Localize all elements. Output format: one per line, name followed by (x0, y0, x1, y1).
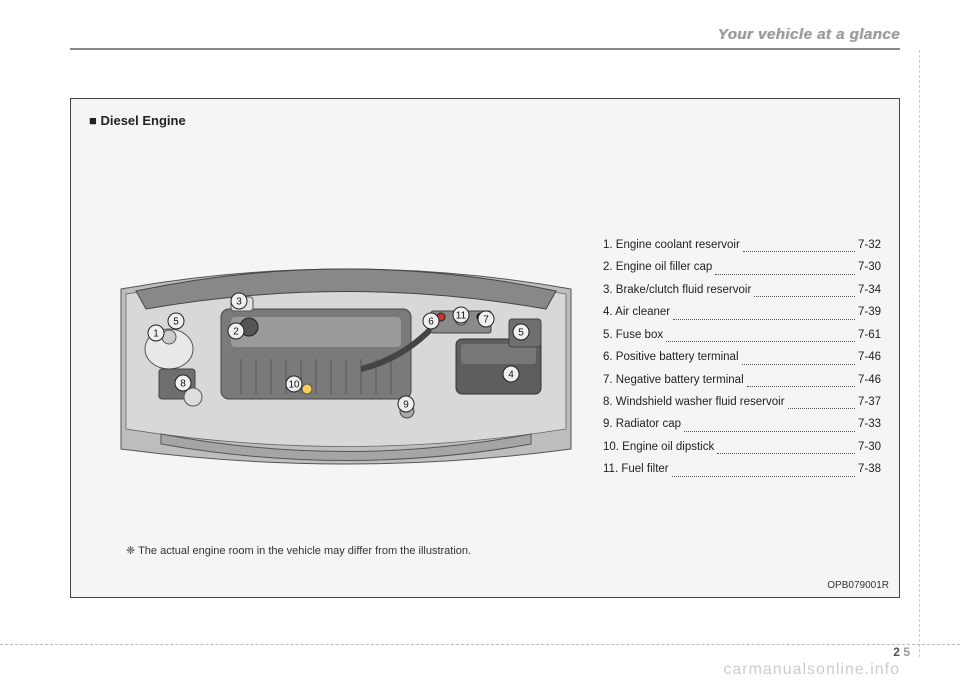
parts-name: 4. Air cleaner (603, 301, 670, 323)
parts-name: 8. Windshield washer fluid reservoir (603, 391, 785, 413)
parts-name: 6. Positive battery terminal (603, 346, 739, 368)
svg-text:7: 7 (483, 315, 489, 326)
parts-row: 5. Fuse box 7-61 (603, 324, 881, 346)
section-title: Your vehicle at a glance (718, 26, 900, 43)
svg-text:1: 1 (153, 329, 159, 340)
parts-dots (743, 234, 855, 252)
parts-row: 1. Engine coolant reservoir 7-32 (603, 234, 881, 256)
svg-text:5: 5 (173, 317, 179, 328)
callout-1: 1 (148, 325, 164, 341)
svg-text:2: 2 (233, 327, 239, 338)
figure-label: ■ Diesel Engine (89, 113, 186, 128)
engine-illustration: 1 2 3 5 8 10 9 6 11 7 4 5 (101, 219, 591, 479)
callout-11: 11 (453, 307, 469, 323)
parts-name: 10. Engine oil dipstick (603, 436, 714, 458)
parts-row: 3. Brake/clutch fluid reservoir 7-34 (603, 279, 881, 301)
parts-row: 8. Windshield washer fluid reservoir 7-37 (603, 391, 881, 413)
callout-9: 9 (398, 396, 414, 412)
parts-dots (717, 436, 855, 454)
parts-page: 7-38 (858, 458, 881, 480)
svg-text:3: 3 (236, 297, 242, 308)
svg-text:5: 5 (518, 328, 524, 339)
parts-row: 2. Engine oil filler cap 7-30 (603, 256, 881, 278)
svg-text:10: 10 (288, 380, 300, 391)
parts-dots (666, 324, 855, 342)
parts-dots (715, 256, 855, 274)
parts-dots (684, 413, 855, 431)
parts-page: 7-30 (858, 436, 881, 458)
side-cut-line (919, 50, 920, 657)
engine-svg: 1 2 3 5 8 10 9 6 11 7 4 5 (101, 219, 591, 479)
bottom-cut-line (0, 644, 960, 645)
parts-name: 9. Radiator cap (603, 413, 681, 435)
figure-code: OPB079001R (827, 580, 889, 591)
parts-page: 7-32 (858, 234, 881, 256)
parts-dots (754, 279, 855, 297)
parts-page: 7-37 (858, 391, 881, 413)
parts-page: 7-61 (858, 324, 881, 346)
watermark: carmanualsonline.info (723, 661, 900, 679)
figure-note: ❈ The actual engine room in the vehicle … (126, 544, 471, 557)
page-page: 5 (903, 645, 910, 659)
figure-box: ■ Diesel Engine (70, 98, 900, 598)
svg-text:4: 4 (508, 370, 514, 381)
parts-row: 11. Fuel filter 7-38 (603, 458, 881, 480)
callout-8: 8 (175, 375, 191, 391)
callout-10: 10 (286, 376, 302, 392)
parts-list: 1. Engine coolant reservoir7-322. Engine… (603, 234, 881, 481)
parts-row: 9. Radiator cap 7-33 (603, 413, 881, 435)
svg-text:8: 8 (180, 379, 186, 390)
callout-3: 3 (231, 293, 247, 309)
callout-7: 7 (478, 311, 494, 327)
svg-text:11: 11 (456, 311, 467, 322)
parts-dots (673, 301, 855, 319)
callout-5: 5 (168, 313, 184, 329)
page-section: 2 (893, 645, 900, 659)
callout-6: 6 (423, 313, 439, 329)
parts-dots (742, 346, 855, 364)
parts-page: 7-30 (858, 256, 881, 278)
parts-dots (788, 391, 855, 409)
parts-row: 6. Positive battery terminal 7-46 (603, 346, 881, 368)
parts-name: 5. Fuse box (603, 324, 663, 346)
parts-name: 11. Fuel filter (603, 458, 669, 480)
parts-page: 7-46 (858, 369, 881, 391)
parts-name: 3. Brake/clutch fluid reservoir (603, 279, 751, 301)
parts-name: 2. Engine oil filler cap (603, 256, 712, 278)
header-rule (70, 48, 900, 50)
parts-row: 4. Air cleaner 7-39 (603, 301, 881, 323)
callout-4: 4 (503, 366, 519, 382)
parts-dots (747, 369, 855, 387)
parts-page: 7-34 (858, 279, 881, 301)
parts-row: 7. Negative battery terminal 7-46 (603, 369, 881, 391)
callout-2: 2 (228, 323, 244, 339)
svg-text:6: 6 (428, 317, 434, 328)
callout-5: 5 (513, 324, 529, 340)
parts-page: 7-39 (858, 301, 881, 323)
parts-name: 7. Negative battery terminal (603, 369, 744, 391)
parts-dots (672, 458, 855, 476)
svg-text:9: 9 (403, 400, 409, 411)
parts-page: 7-33 (858, 413, 881, 435)
page-number: 2 5 (893, 645, 910, 659)
parts-row: 10. Engine oil dipstick 7-30 (603, 436, 881, 458)
parts-page: 7-46 (858, 346, 881, 368)
parts-name: 1. Engine coolant reservoir (603, 234, 740, 256)
